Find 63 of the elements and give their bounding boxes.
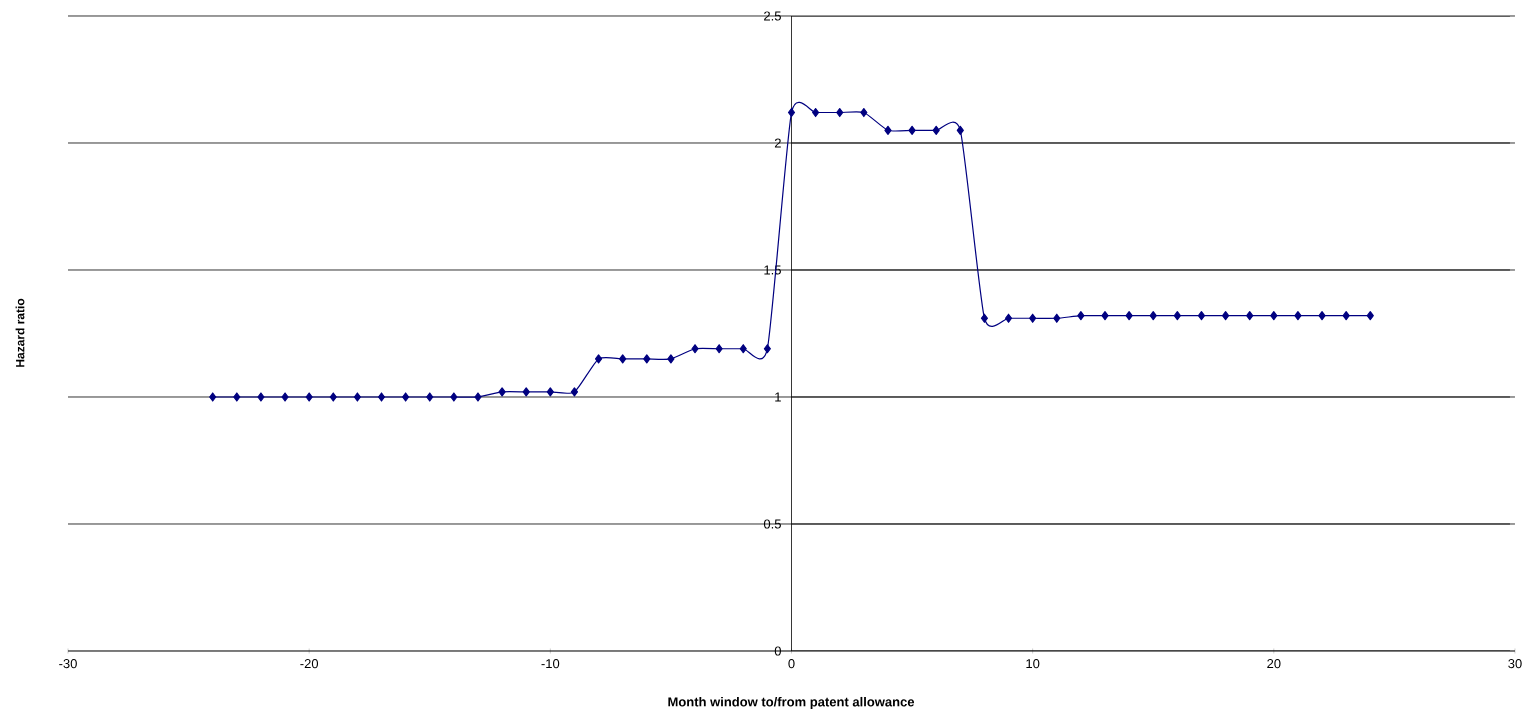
point: [353, 392, 361, 402]
point: [329, 392, 337, 402]
x-tick-label: 30: [1508, 658, 1522, 669]
y-tick-label: 1: [775, 392, 781, 402]
point: [787, 107, 796, 117]
point: [1197, 310, 1206, 321]
point: [402, 392, 410, 402]
point: [522, 387, 530, 397]
point: [209, 392, 217, 402]
point: [739, 343, 747, 354]
point: [812, 107, 820, 117]
point: [1294, 310, 1302, 321]
point: [594, 354, 603, 364]
y-tick-label: 2: [774, 138, 781, 148]
point: [233, 392, 241, 402]
point: [860, 107, 868, 117]
point: [546, 387, 554, 397]
point: [836, 107, 844, 117]
y-tick-label: 0: [774, 646, 781, 656]
point: [763, 343, 771, 354]
point: [1173, 310, 1181, 321]
x-tick-label: -30: [59, 658, 77, 669]
x-axis-title: Month window to/from patent allowance: [668, 696, 915, 709]
point: [450, 392, 458, 402]
x-tick-label: 10: [1026, 658, 1040, 669]
point: [281, 392, 289, 402]
point: [377, 392, 386, 402]
point: [426, 392, 434, 402]
point: [1149, 310, 1157, 321]
point: [1077, 310, 1085, 321]
point: [1053, 313, 1061, 323]
point: [1270, 310, 1278, 321]
y-axis-title: Hazard ratio: [15, 298, 25, 367]
point: [1246, 310, 1254, 321]
point: [884, 125, 892, 135]
point: [643, 354, 651, 364]
point: [257, 392, 265, 402]
point: [667, 354, 675, 364]
point: [619, 354, 627, 364]
x-tick-label: -20: [300, 658, 319, 669]
point: [570, 387, 579, 397]
point: [305, 392, 313, 402]
point: [1318, 310, 1326, 321]
point: [1029, 313, 1037, 323]
point: [1366, 310, 1374, 321]
point: [1004, 313, 1013, 323]
point: [1101, 310, 1109, 321]
point: [474, 392, 482, 402]
y-tick-label: 0.5: [763, 519, 781, 529]
point: [908, 125, 916, 135]
point: [1221, 310, 1230, 321]
point: [498, 387, 506, 397]
point: [691, 343, 699, 354]
point: [980, 313, 989, 323]
x-tick-label: 0: [788, 658, 795, 669]
point: [715, 343, 723, 354]
point: [1342, 310, 1350, 321]
point: [956, 125, 964, 135]
point: [1125, 310, 1133, 321]
point: [932, 125, 940, 135]
y-tick-label: 2.5: [764, 11, 781, 21]
x-tick-label: -10: [541, 658, 560, 669]
x-tick-label: 20: [1267, 658, 1281, 669]
